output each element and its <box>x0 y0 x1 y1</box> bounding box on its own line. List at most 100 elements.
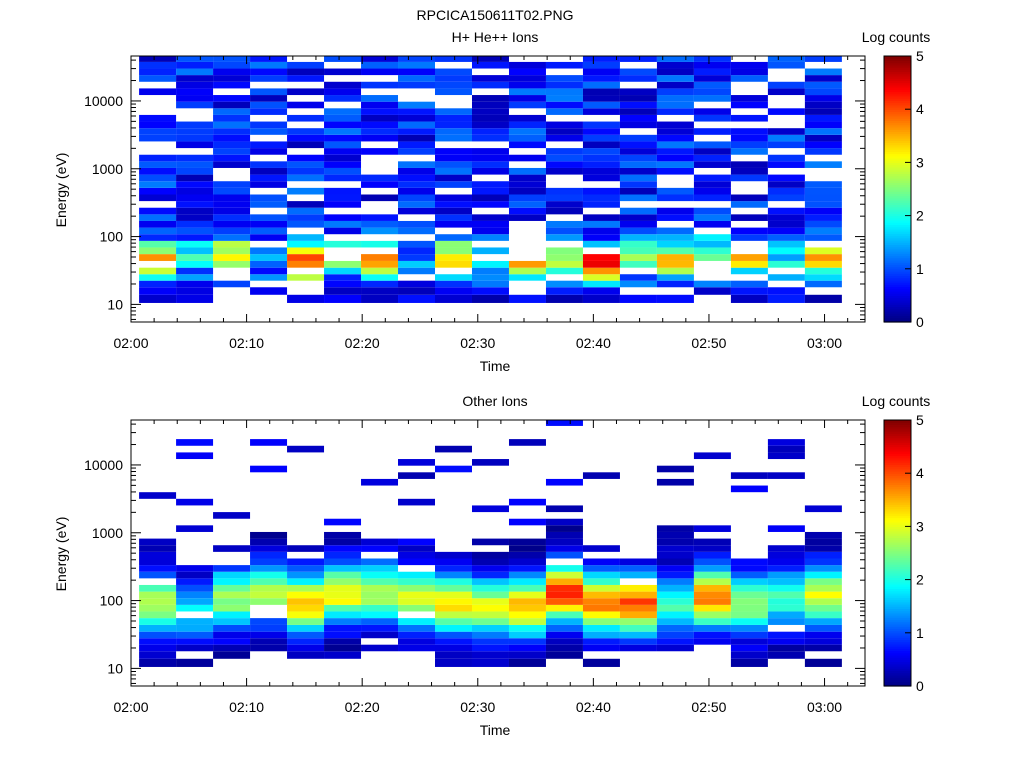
heatmap-cell <box>545 260 583 268</box>
heatmap-cell <box>471 611 509 619</box>
heatmap-cell <box>250 545 288 552</box>
heatmap-cell <box>767 558 805 566</box>
colorbar-step <box>884 69 911 73</box>
heatmap-cell <box>582 174 620 182</box>
heatmap-cell <box>730 61 768 69</box>
heatmap-cell <box>656 558 694 566</box>
heatmap-cell <box>213 512 251 519</box>
heatmap-cell <box>471 114 509 122</box>
heatmap-cell <box>656 187 694 195</box>
heatmap-cell <box>508 101 546 109</box>
heatmap-cell <box>361 565 399 572</box>
heatmap-cell <box>656 141 694 149</box>
colorbar-step <box>884 89 911 93</box>
x-tick-label: 02:50 <box>691 699 726 715</box>
heatmap-cell <box>508 584 546 592</box>
heatmap-cell <box>619 240 657 248</box>
heatmap-cell <box>582 618 620 625</box>
heatmap-cell <box>619 88 657 96</box>
heatmap-cell <box>545 578 583 585</box>
colorbar-step <box>884 526 911 530</box>
heatmap-cell <box>139 234 177 241</box>
heatmap-cell <box>804 101 842 109</box>
heatmap-cell <box>545 624 583 632</box>
colorbar-step <box>884 533 911 536</box>
heatmap-cell <box>693 128 731 135</box>
heatmap-cell <box>398 68 436 76</box>
heatmap-cell <box>767 247 805 255</box>
colorbar-step <box>884 617 911 621</box>
heatmap-cell <box>730 141 768 149</box>
heatmap-cell <box>361 194 399 202</box>
heatmap-cell <box>545 95 583 102</box>
heatmap-cell <box>471 287 509 295</box>
colorbar-step <box>884 564 911 567</box>
heatmap-cell <box>619 68 657 76</box>
heatmap-cell <box>693 565 731 572</box>
colorbar-step <box>884 468 911 472</box>
heatmap-cell <box>287 234 325 241</box>
colorbar-step <box>884 253 911 257</box>
colorbar-step <box>884 102 911 106</box>
heatmap-cell <box>545 545 583 552</box>
heatmap-cell <box>250 56 288 62</box>
heatmap-cell <box>176 121 214 129</box>
heatmap-cell <box>361 578 399 585</box>
heatmap-cell <box>213 207 251 215</box>
heatmap-cell <box>139 598 177 605</box>
heatmap-cell <box>730 174 768 182</box>
colorbar-step <box>884 67 911 70</box>
colorbar-step <box>884 683 911 687</box>
heatmap-cell <box>730 631 768 639</box>
heatmap-cell <box>398 148 436 155</box>
heatmap-cell <box>471 274 509 281</box>
colorbar-step <box>884 259 911 263</box>
heatmap-cell <box>730 638 768 645</box>
heatmap-cell <box>471 247 509 255</box>
heatmap-cell <box>139 240 177 248</box>
heatmap-cell <box>435 207 472 215</box>
colorbar-tick-label: 5 <box>916 412 924 428</box>
heatmap-cell <box>582 101 620 109</box>
heatmap-cell <box>804 538 842 546</box>
heatmap-cell <box>324 584 362 592</box>
heatmap-cell <box>545 638 583 645</box>
heatmap-cell <box>730 167 768 175</box>
heatmap-cell <box>730 644 768 652</box>
colorbar-step <box>884 215 911 219</box>
heatmap-cell <box>213 227 251 235</box>
heatmap-cell <box>435 465 472 473</box>
heatmap-cell <box>693 452 731 460</box>
x-tick-label: 02:30 <box>460 335 495 351</box>
colorbar-step <box>884 473 911 477</box>
heatmap-cell <box>545 551 583 559</box>
heatmap-cell <box>804 220 842 228</box>
plot-axes: 02:00 02:10 02:20 02:30 02:40 02:50 03:00 10 100… <box>84 55 866 351</box>
heatmap-cell <box>361 114 399 122</box>
heatmap-cell <box>545 611 583 619</box>
heatmap-cell <box>324 651 362 659</box>
colorbar-step <box>884 606 911 610</box>
heatmap-cell <box>250 68 288 76</box>
heatmap-cell <box>730 75 768 82</box>
heatmap-cell <box>213 114 251 122</box>
colorbar-step <box>884 255 911 259</box>
heatmap-cell <box>435 274 472 281</box>
heatmap-cell <box>767 81 805 89</box>
heatmap-cell <box>471 631 509 639</box>
colorbar-step <box>884 286 911 290</box>
heatmap-cell <box>693 181 731 188</box>
heatmap-cell <box>545 128 583 135</box>
heatmap-cell <box>250 538 288 546</box>
heatmap-cell <box>324 214 362 221</box>
x-tick-label: 02:30 <box>460 699 495 715</box>
heatmap-cell <box>176 88 214 96</box>
heatmap-cell <box>767 56 805 62</box>
heatmap-cell <box>139 294 177 303</box>
heatmap-cell <box>545 598 583 605</box>
heatmap-cell <box>287 584 325 592</box>
colorbar-step <box>884 93 911 97</box>
heatmap-cell <box>582 108 620 115</box>
heatmap-cell <box>656 101 694 109</box>
heatmap-cell <box>176 81 214 89</box>
